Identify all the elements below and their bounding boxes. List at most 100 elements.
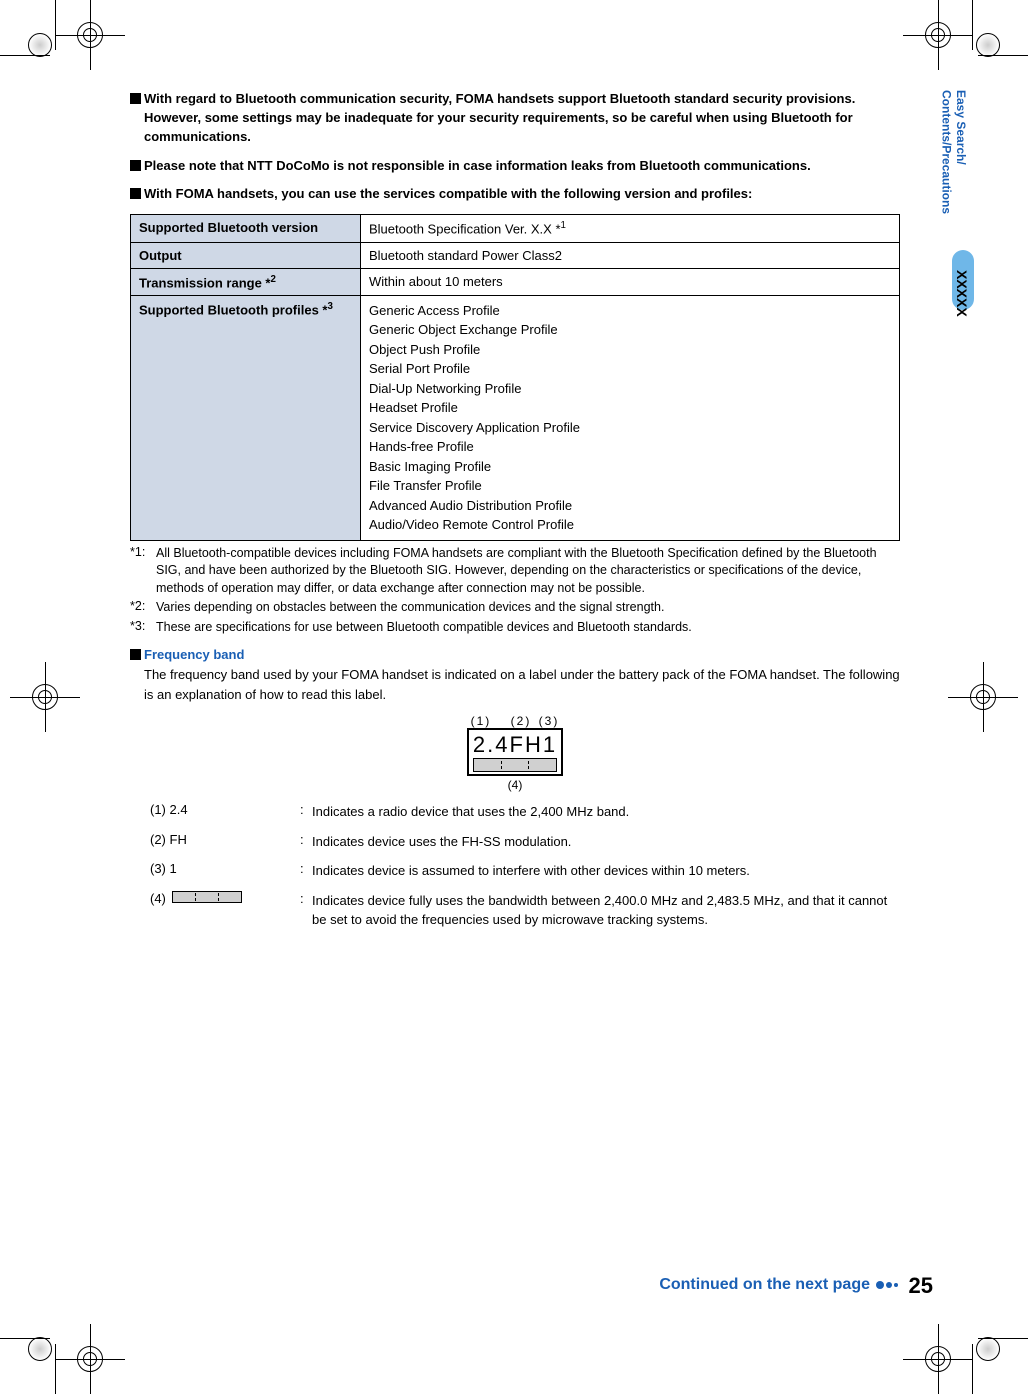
cross-mark-top-right — [903, 0, 973, 70]
profile-item: Serial Port Profile — [369, 359, 891, 379]
legend-row-2: (2) FH : Indicates device uses the FH-SS… — [150, 832, 900, 852]
crop-line — [972, 1344, 973, 1394]
footnote-1-val: All Bluetooth-compatible devices includi… — [156, 545, 900, 598]
cell-profiles-val: Generic Access Profile Generic Object Ex… — [361, 295, 900, 540]
legend-key-2: (2) FH — [150, 832, 300, 852]
continued-text: Continued on the next page — [659, 1276, 870, 1294]
crop-line — [978, 55, 1028, 56]
side-tab-line2: Contents/Precautions — [940, 90, 954, 214]
cross-mark-mid-left — [10, 662, 80, 732]
continued-footer: Continued on the next page — [659, 1276, 898, 1294]
footnote-3-val: These are specifications for use between… — [156, 619, 900, 637]
spec-table: Supported Bluetooth version Bluetooth Sp… — [130, 214, 900, 541]
label-bar — [473, 758, 557, 772]
profile-item: Dial-Up Networking Profile — [369, 379, 891, 399]
legend-key-3: (3) 1 — [150, 861, 300, 881]
mark-1: (1) — [471, 714, 492, 728]
profile-item: Service Discovery Application Profile — [369, 418, 891, 438]
cross-mark-bottom-right — [903, 1324, 973, 1394]
mark-4: (4) — [435, 778, 595, 792]
colon: : — [300, 802, 312, 822]
side-tab: Easy Search/ Contents/Precautions — [939, 90, 968, 214]
legend-row-4: (4) : Indicates device fully uses the ba… — [150, 891, 900, 930]
cell-range-val: Within about 10 meters — [361, 268, 900, 295]
label-figure: (1) (2) (3) 2.4FH1 (4) — [435, 714, 595, 792]
legend-row-1: (1) 2.4 : Indicates a radio device that … — [150, 802, 900, 822]
legend-val-3: Indicates device is assumed to interfere… — [312, 861, 900, 881]
colon: : — [300, 832, 312, 852]
page-content: With regard to Bluetooth communication s… — [130, 90, 900, 940]
legend-row-3: (3) 1 : Indicates device is assumed to i… — [150, 861, 900, 881]
label-main-text: 2.4FH1 — [473, 732, 557, 758]
frequency-band-title: Frequency band — [144, 646, 244, 665]
footnote-3: *3: These are specifications for use bet… — [130, 619, 900, 637]
label-top-marks: (1) (2) (3) — [435, 714, 595, 728]
crop-line — [0, 55, 50, 56]
mark-3: (3) — [539, 714, 560, 728]
bullet-2-text: Please note that NTT DoCoMo is not respo… — [144, 157, 811, 176]
sup-2: 2 — [271, 274, 276, 285]
colon: : — [300, 891, 312, 930]
crop-line — [55, 1344, 56, 1394]
page-number: 25 — [909, 1273, 933, 1299]
cell-version-val: Bluetooth Specification Ver. X.X *1 — [361, 215, 900, 242]
crop-line — [55, 0, 56, 50]
footnote-2-val: Varies depending on obstacles between th… — [156, 599, 900, 617]
sup-1: 1 — [561, 220, 566, 231]
table-row: Supported Bluetooth profiles *3 Generic … — [131, 295, 900, 540]
legend-table: (1) 2.4 : Indicates a radio device that … — [150, 802, 900, 930]
legend-key-4: (4) — [150, 891, 300, 930]
profile-item: Basic Imaging Profile — [369, 457, 891, 477]
cell-version-key: Supported Bluetooth version — [131, 215, 361, 242]
profile-item: Object Push Profile — [369, 340, 891, 360]
frequency-band-body: The frequency band used by your FOMA han… — [144, 665, 900, 704]
legend-val-2: Indicates device uses the FH-SS modulati… — [312, 832, 900, 852]
table-row: Supported Bluetooth version Bluetooth Sp… — [131, 215, 900, 242]
footnote-1-key: *1: — [130, 545, 156, 598]
profile-item: Headset Profile — [369, 398, 891, 418]
crop-line — [0, 1338, 50, 1339]
bullet-3-text: With FOMA handsets, you can use the serv… — [144, 185, 752, 204]
legend-val-4: Indicates device fully uses the bandwidt… — [312, 891, 900, 930]
cross-mark-mid-right — [948, 662, 1018, 732]
profile-item: Hands-free Profile — [369, 437, 891, 457]
side-xxxx: XXXXX — [954, 270, 970, 317]
legend-val-1: Indicates a radio device that uses the 2… — [312, 802, 900, 822]
mark-2: (2) — [511, 714, 532, 728]
continued-dots-icon — [876, 1281, 898, 1289]
cross-mark-bottom-left — [55, 1324, 125, 1394]
footnotes: *1: All Bluetooth-compatible devices inc… — [130, 545, 900, 637]
crop-line — [972, 0, 973, 50]
footnote-2-key: *2: — [130, 599, 156, 617]
bullet-1-text: With regard to Bluetooth communication s… — [144, 90, 900, 147]
footnote-3-key: *3: — [130, 619, 156, 637]
table-row: Output Bluetooth standard Power Class2 — [131, 242, 900, 268]
crop-line — [978, 1338, 1028, 1339]
cross-mark-top-left — [55, 0, 125, 70]
cell-profiles-key: Supported Bluetooth profiles *3 — [131, 295, 361, 540]
footnote-1: *1: All Bluetooth-compatible devices inc… — [130, 545, 900, 598]
frequency-band-heading: Frequency band — [130, 646, 900, 665]
square-bullet-icon — [130, 188, 141, 199]
colon: : — [300, 861, 312, 881]
square-bullet-icon — [130, 93, 141, 104]
cell-output-val: Bluetooth standard Power Class2 — [361, 242, 900, 268]
bullet-1: With regard to Bluetooth communication s… — [130, 90, 900, 147]
table-row: Transmission range *2 Within about 10 me… — [131, 268, 900, 295]
profile-item: Advanced Audio Distribution Profile — [369, 496, 891, 516]
bullet-3: With FOMA handsets, you can use the serv… — [130, 185, 900, 204]
legend-key-4-text: (4) — [150, 891, 166, 906]
profile-item: Generic Access Profile — [369, 301, 891, 321]
profile-item: File Transfer Profile — [369, 476, 891, 496]
version-val-text: Bluetooth Specification Ver. X.X * — [369, 222, 561, 237]
profiles-key-text: Supported Bluetooth profiles * — [139, 302, 328, 317]
profile-item: Generic Object Exchange Profile — [369, 320, 891, 340]
legend-key-1: (1) 2.4 — [150, 802, 300, 822]
profile-item: Audio/Video Remote Control Profile — [369, 515, 891, 535]
range-key-text: Transmission range * — [139, 275, 271, 290]
mini-bar-icon — [172, 891, 242, 903]
footnote-2: *2: Varies depending on obstacles betwee… — [130, 599, 900, 617]
label-box: 2.4FH1 — [467, 728, 563, 776]
square-bullet-icon — [130, 160, 141, 171]
side-tab-line1: Easy Search/ — [954, 90, 968, 165]
